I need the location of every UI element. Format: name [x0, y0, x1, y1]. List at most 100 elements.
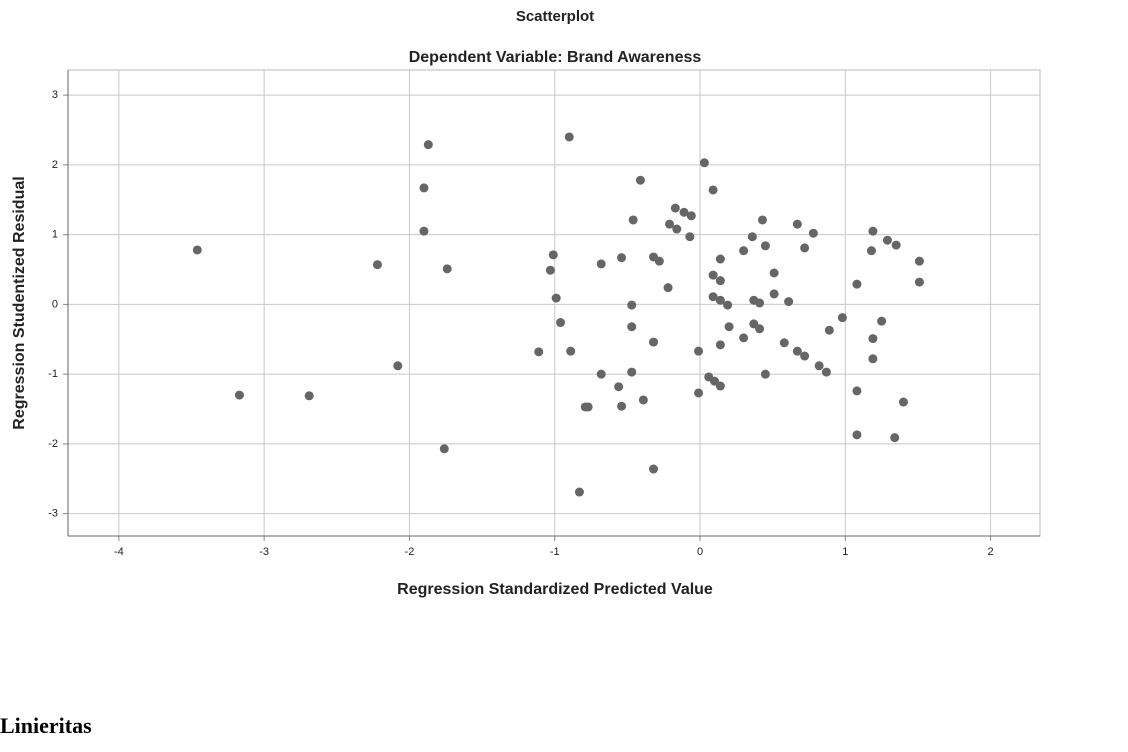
point — [868, 227, 877, 236]
point — [758, 215, 767, 224]
point — [748, 232, 757, 241]
point — [716, 255, 725, 264]
point — [709, 185, 718, 194]
point — [549, 250, 558, 259]
point — [617, 402, 626, 411]
plot-area — [68, 70, 1040, 536]
point — [809, 229, 818, 238]
point — [546, 266, 555, 275]
point — [552, 294, 561, 303]
point — [627, 322, 636, 331]
point — [915, 257, 924, 266]
point — [597, 370, 606, 379]
point — [424, 140, 433, 149]
point — [649, 338, 658, 347]
point — [716, 382, 725, 391]
point — [867, 246, 876, 255]
point — [822, 368, 831, 377]
point — [784, 297, 793, 306]
point — [443, 264, 452, 273]
point — [694, 388, 703, 397]
point — [716, 340, 725, 349]
point — [617, 253, 626, 262]
point — [793, 220, 802, 229]
point — [723, 301, 732, 310]
point — [419, 227, 428, 236]
point — [671, 204, 680, 213]
x-tick-label: 1 — [842, 546, 848, 558]
x-tick-label: -3 — [259, 546, 269, 558]
point — [780, 338, 789, 347]
point — [755, 299, 764, 308]
point — [825, 326, 834, 335]
chart: Scatterplot Dependent Variable: Brand Aw… — [0, 0, 1128, 700]
point — [800, 243, 809, 252]
point — [755, 324, 764, 333]
point — [685, 232, 694, 241]
chart-title: Scatterplot — [516, 8, 594, 25]
page: {"chart_data": {"type": "scatter", "titl… — [0, 0, 1128, 752]
point — [440, 444, 449, 453]
point — [581, 402, 590, 411]
point — [597, 259, 606, 268]
point — [770, 289, 779, 298]
point — [627, 301, 636, 310]
section-heading: Linieritas — [0, 713, 92, 739]
point — [393, 361, 402, 370]
point — [800, 352, 809, 361]
point — [892, 241, 901, 250]
point — [655, 257, 664, 266]
point — [709, 271, 718, 280]
point — [566, 347, 575, 356]
y-tick-label: 0 — [52, 298, 58, 310]
point — [877, 317, 886, 326]
point — [664, 283, 673, 292]
point — [694, 347, 703, 356]
x-tick-label: -2 — [405, 546, 415, 558]
point — [614, 382, 623, 391]
point — [639, 395, 648, 404]
x-tick-label: -4 — [114, 546, 124, 558]
chart-subtitle: Dependent Variable: Brand Awareness — [409, 49, 702, 66]
point — [534, 347, 543, 356]
point — [815, 361, 824, 370]
point — [890, 433, 899, 442]
point — [636, 176, 645, 185]
y-tick-label: 3 — [52, 89, 58, 101]
y-tick-label: -3 — [48, 508, 58, 520]
y-tick-label: -1 — [48, 368, 58, 380]
point — [649, 465, 658, 474]
point — [761, 370, 770, 379]
point — [629, 215, 638, 224]
point — [672, 225, 681, 234]
point — [915, 278, 924, 287]
point — [716, 276, 725, 285]
point — [627, 368, 636, 377]
point — [739, 246, 748, 255]
point — [193, 245, 202, 254]
point — [868, 354, 877, 363]
point — [419, 183, 428, 192]
y-axis-label: Regression Studentized Residual — [11, 176, 28, 429]
point — [373, 260, 382, 269]
point — [565, 132, 574, 141]
point — [852, 280, 861, 289]
point — [852, 386, 861, 395]
x-tick-label: 2 — [988, 546, 994, 558]
point — [739, 333, 748, 342]
x-tick-label: 0 — [697, 546, 703, 558]
point — [235, 391, 244, 400]
point — [700, 158, 709, 167]
point — [556, 318, 565, 327]
point — [838, 313, 847, 322]
point — [883, 236, 892, 245]
point — [687, 211, 696, 220]
y-tick-label: 1 — [52, 229, 58, 241]
point — [725, 322, 734, 331]
point — [899, 398, 908, 407]
point — [305, 391, 314, 400]
y-tick-label: 2 — [52, 159, 58, 171]
point — [575, 488, 584, 497]
point — [770, 269, 779, 278]
y-tick-label: -2 — [48, 438, 58, 450]
